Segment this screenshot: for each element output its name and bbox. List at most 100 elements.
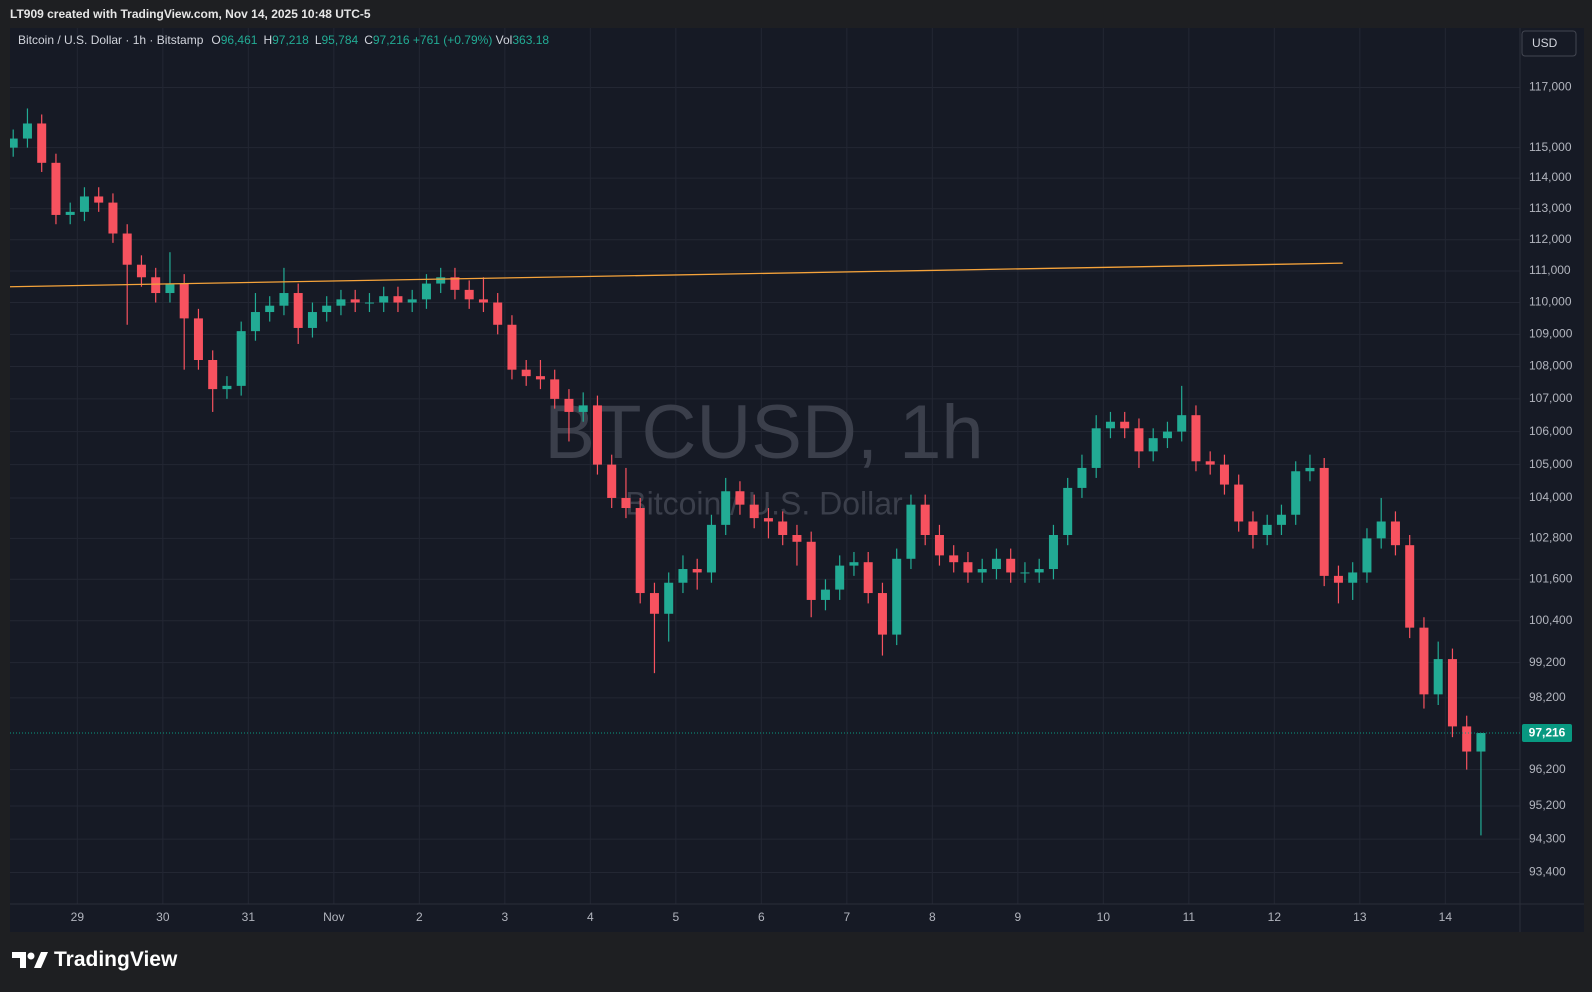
candle-body [1376, 521, 1386, 539]
y-tick-label: 94,300 [1529, 831, 1566, 845]
x-tick-label: Nov [323, 910, 344, 924]
candle-body [863, 562, 873, 594]
candle-body [1162, 431, 1172, 439]
candle-body [22, 123, 32, 139]
candle-body [1006, 558, 1016, 573]
candle-body [521, 369, 531, 377]
candle-body [1063, 487, 1073, 536]
chart: BTCUSD, 1h Bitcoin / U.S. Dollar USD 117… [10, 28, 1584, 932]
watermark-subtitle: Bitcoin / U.S. Dollar [625, 485, 903, 521]
legend-value: 96,461 [220, 33, 258, 47]
candle-body [949, 555, 959, 563]
candle-body [464, 289, 474, 300]
candle-body [1348, 572, 1358, 583]
candle-body [991, 558, 1001, 570]
candle-body [735, 491, 745, 505]
last-price-box [1522, 723, 1572, 742]
y-tick-label: 117,000 [1529, 80, 1572, 94]
y-tick-label: 96,200 [1529, 762, 1566, 776]
candle-body [1262, 524, 1272, 536]
legend-value: 97,218 [272, 33, 309, 47]
x-tick-label: 9 [1014, 910, 1021, 924]
candle-body [920, 504, 930, 536]
candle-body [1077, 467, 1087, 488]
candle-body [407, 299, 417, 303]
candle-body [963, 562, 973, 573]
candle-body [664, 582, 674, 614]
candle-body [179, 283, 189, 319]
candle-body [706, 524, 716, 573]
x-tick-label: 13 [1353, 910, 1367, 924]
logo-text: TradingView [54, 948, 178, 971]
candle-body [835, 565, 845, 590]
legend-key: L [314, 33, 322, 47]
x-tick-label: 2 [416, 910, 423, 924]
y-tick-label: 111,000 [1529, 263, 1571, 277]
candle-body [1191, 415, 1201, 462]
candle-body [1433, 659, 1443, 695]
candle-body [151, 277, 161, 294]
currency-label: USD [1532, 36, 1558, 50]
candle-body [1048, 535, 1058, 570]
candle-body [10, 138, 18, 148]
candle-body [1405, 545, 1415, 628]
last-price-label: 97,216 [1529, 726, 1566, 740]
candle-body [692, 569, 702, 573]
candle-body [1447, 659, 1457, 727]
candle-body [1177, 415, 1187, 432]
candle-body [108, 202, 118, 234]
candle-body [906, 504, 916, 559]
legend-value: 97,216 [372, 33, 410, 47]
currency-button[interactable] [1521, 30, 1577, 57]
candle-body [236, 331, 246, 386]
candle-body [1248, 521, 1258, 536]
attribution: LT909 created with TradingView.com, Nov … [10, 7, 371, 21]
x-tick-label: 4 [587, 910, 594, 924]
candle-body [977, 569, 987, 573]
candle-body [1419, 627, 1429, 695]
trend-line [10, 262, 1343, 288]
candle-body [350, 299, 360, 303]
candle-body [806, 541, 816, 600]
candle-body [1333, 575, 1343, 583]
candle-body [1476, 732, 1486, 752]
y-tick-label: 109,000 [1529, 327, 1573, 341]
candle-body [1205, 461, 1215, 465]
y-tick-label: 112,000 [1529, 232, 1572, 246]
x-tick-label: 6 [758, 910, 765, 924]
candle-body [421, 283, 431, 300]
candle-body [550, 379, 560, 399]
candle-body [94, 196, 104, 203]
x-tick-label: 31 [242, 910, 256, 924]
candle-body [136, 264, 146, 278]
x-tick-label: 8 [929, 910, 936, 924]
candle-body [1134, 428, 1144, 452]
candle-body [749, 504, 759, 519]
y-tick-label: 99,200 [1529, 655, 1566, 669]
candle-body [1234, 484, 1244, 522]
candle-body [493, 302, 503, 325]
candle-body [607, 464, 617, 498]
candle-body [778, 521, 788, 536]
candle-body [1390, 521, 1400, 546]
candle-body [65, 211, 75, 215]
volume-key: Vol [495, 33, 513, 47]
candle-body [1362, 538, 1372, 573]
chart-background [10, 28, 1584, 932]
candle-body [1034, 569, 1044, 573]
y-tick-label: 101,600 [1529, 571, 1573, 585]
candle-body [792, 535, 802, 542]
candle-body [934, 535, 944, 556]
x-tick-label: 3 [501, 910, 508, 924]
logo-icon [12, 952, 48, 968]
y-tick-label: 98,200 [1529, 690, 1566, 704]
candle-body [849, 562, 859, 566]
candle-body [564, 398, 574, 412]
y-tick-label: 110,000 [1529, 295, 1572, 309]
candle-body [1276, 514, 1286, 525]
x-tick-label: 11 [1183, 910, 1196, 924]
candle-body [336, 299, 346, 306]
y-tick-label: 108,000 [1529, 359, 1573, 373]
candle-body [379, 296, 389, 303]
